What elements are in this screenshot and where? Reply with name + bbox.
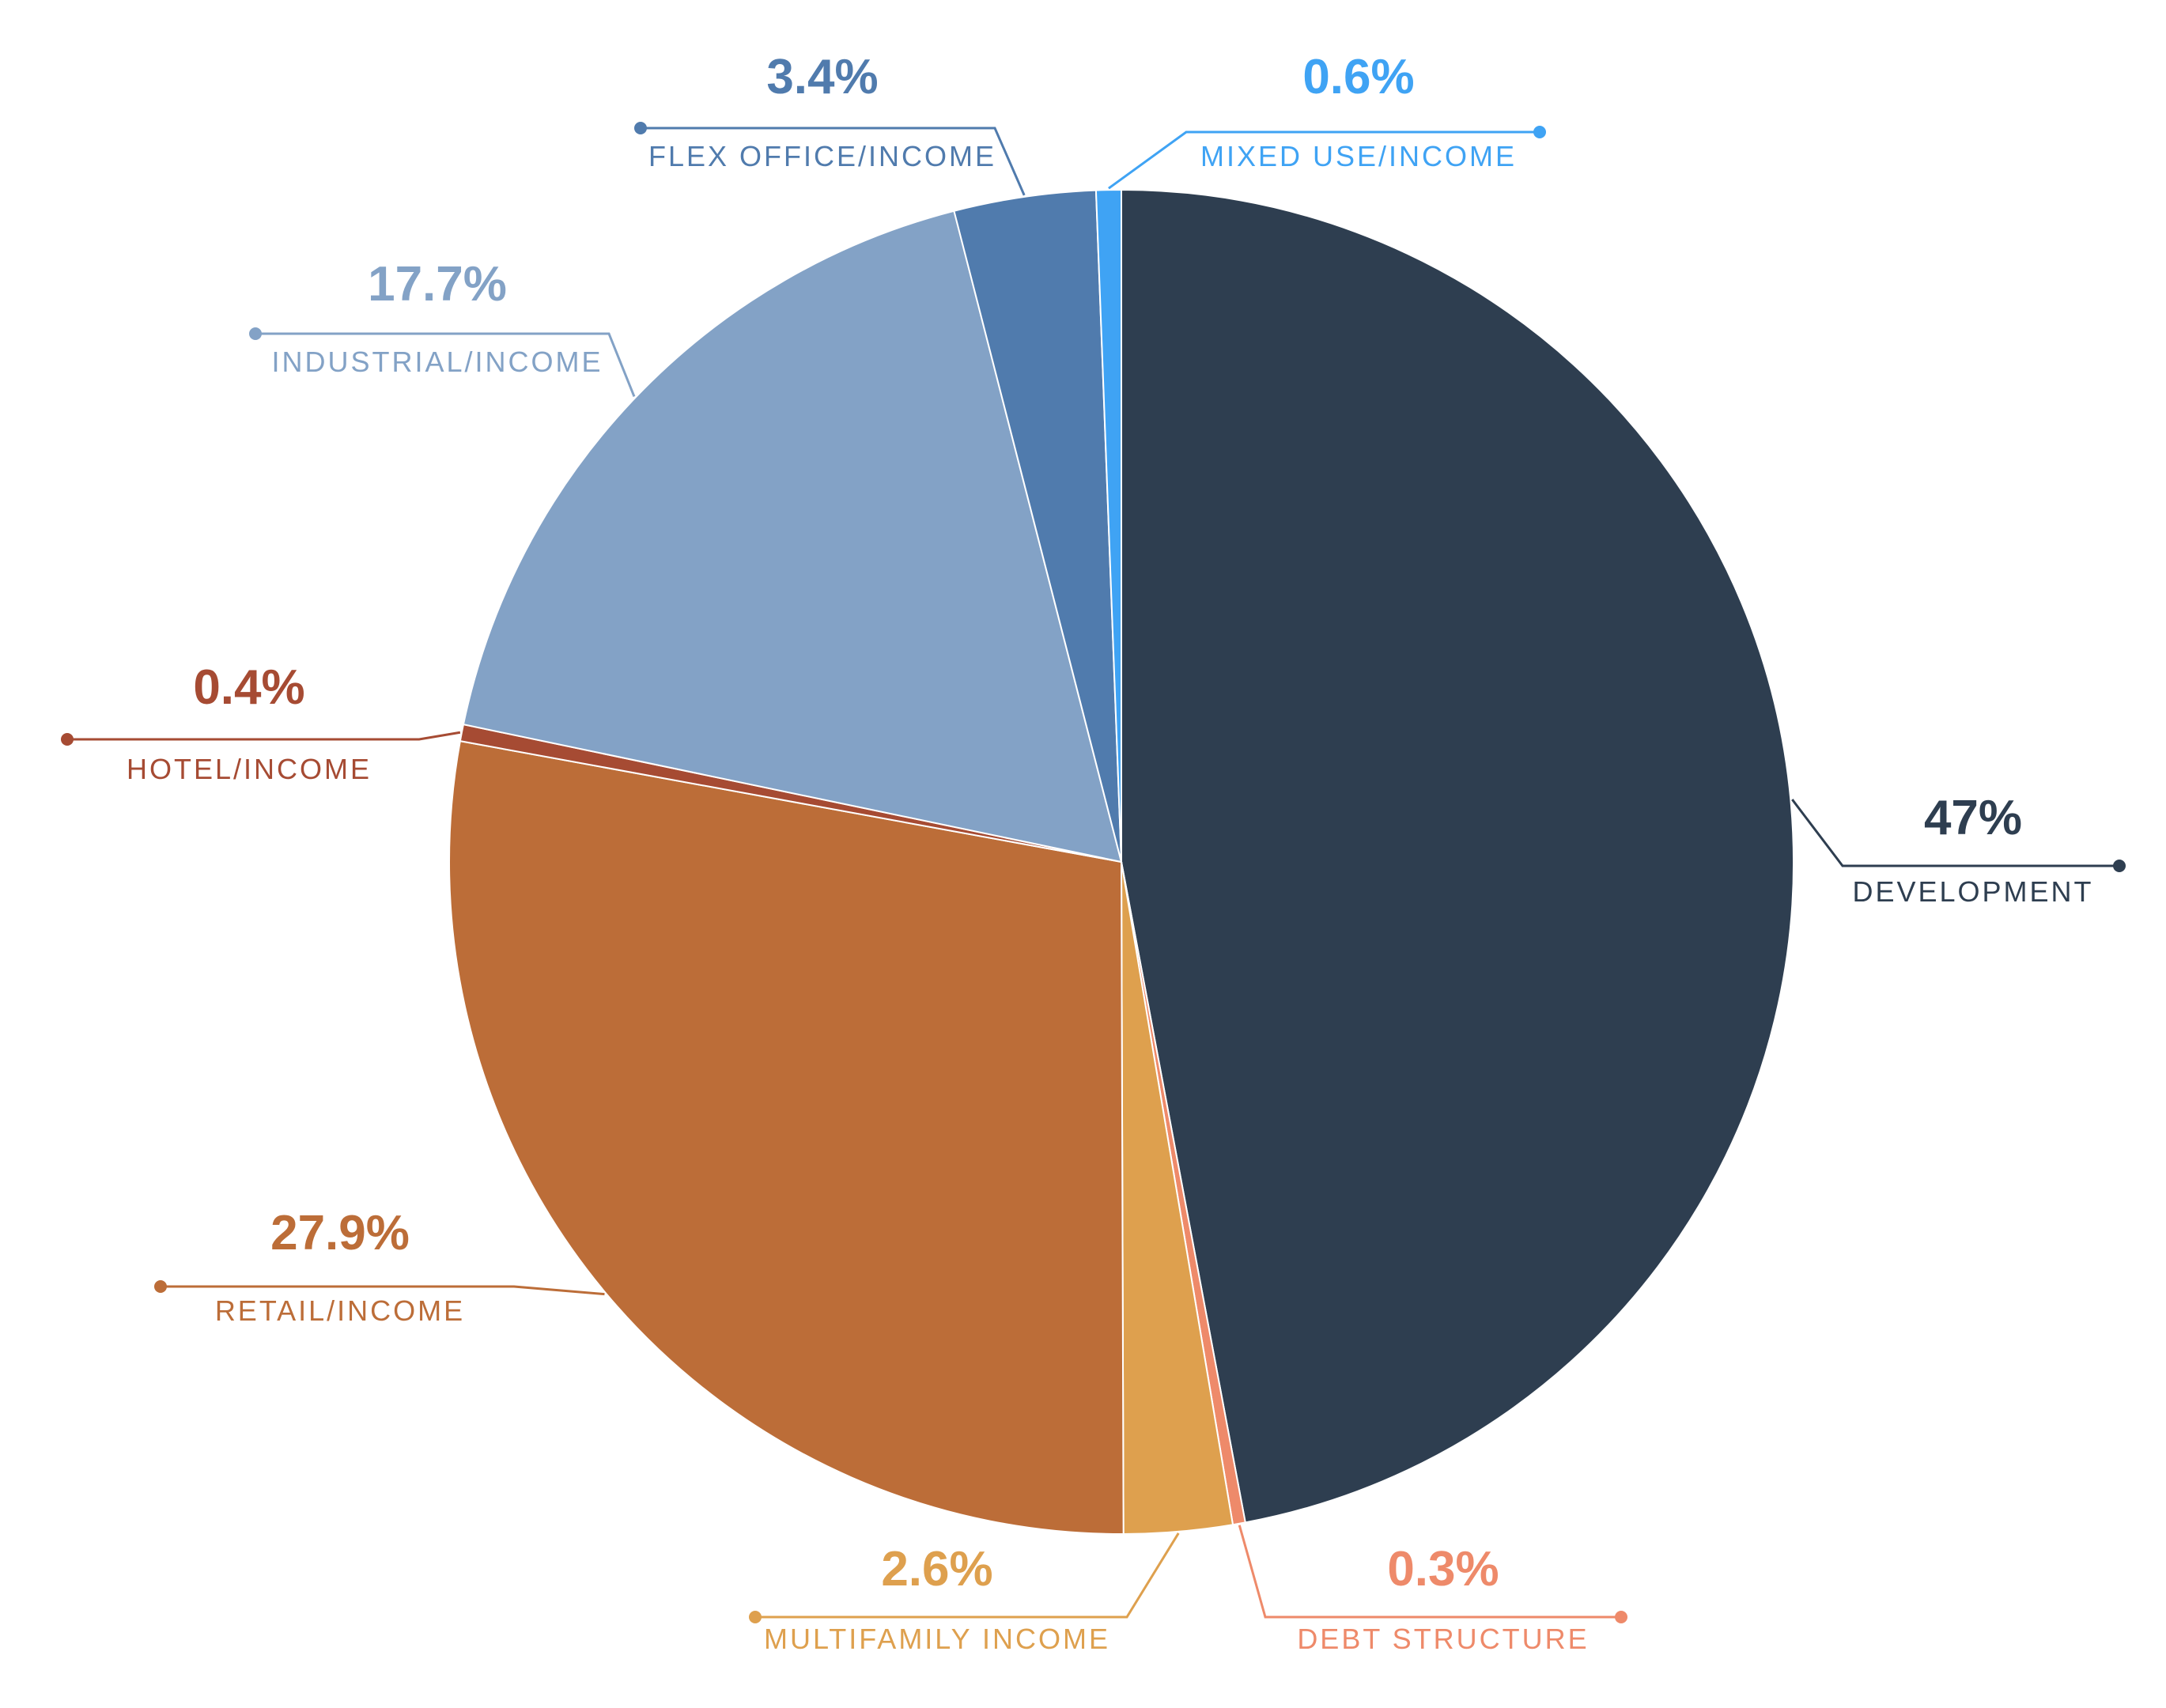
leader-dot-multifamily-income [749,1611,762,1623]
pie-slices [448,188,1794,1536]
category-label-flex-office-income: FLEX OFFICE/INCOME [648,140,996,172]
leader-line-retail-income [161,1285,605,1296]
leader-line-development [1791,799,2119,867]
data-label-mixed-use-income: 0.6% [1302,50,1414,104]
leader-line-multifamily-income [755,1532,1180,1619]
data-label-debt-structure: 0.3% [1387,1542,1499,1597]
category-label-development: DEVELOPMENT [1852,875,2093,908]
leader-dot-mixed-use-income [1533,126,1546,138]
leader-dot-flex-office-income [634,122,647,134]
pie-slice-development [1121,188,1794,1524]
category-label-hotel-income: HOTEL/INCOME [127,753,372,785]
category-label-debt-structure: DEBT STRUCTURE [1297,1623,1589,1655]
leader-line-hotel-income [67,731,461,741]
leader-dot-debt-structure [1615,1611,1627,1623]
category-label-multifamily-income: MULTIFAMILY INCOME [764,1623,1110,1655]
pie-callouts: 47% DEVELOPMENT 0.3% DEBT STRUCTURE 2.6% MULT… [61,50,2126,1655]
data-label-hotel-income: 0.4% [193,660,304,715]
pie-slice-retail-income [448,739,1125,1536]
leader-dot-retail-income [154,1280,167,1293]
leader-line-debt-structure [1238,1525,1621,1619]
pie-slice-industrial-income [462,210,1123,863]
data-label-development: 47% [1924,791,2022,845]
leader-dot-hotel-income [61,733,74,746]
category-label-retail-income: RETAIL/INCOME [215,1294,465,1327]
category-label-industrial-income: INDUSTRIAL/INCOME [271,346,603,378]
data-label-multifamily-income: 2.6% [881,1542,992,1597]
leader-dot-development [2113,860,2126,872]
leader-line-flex-office-income [641,127,1026,196]
data-label-flex-office-income: 3.4% [766,50,878,104]
pie-slice-mixed-use-income [1094,188,1122,863]
data-label-retail-income: 27.9% [270,1206,410,1260]
leader-line-industrial-income [255,332,636,397]
category-label-mixed-use-income: MIXED USE/INCOME [1200,140,1517,172]
leader-dot-industrial-income [249,327,262,340]
data-label-industrial-income: 17.7% [368,257,507,312]
leader-line-mixed-use-income [1108,130,1540,190]
